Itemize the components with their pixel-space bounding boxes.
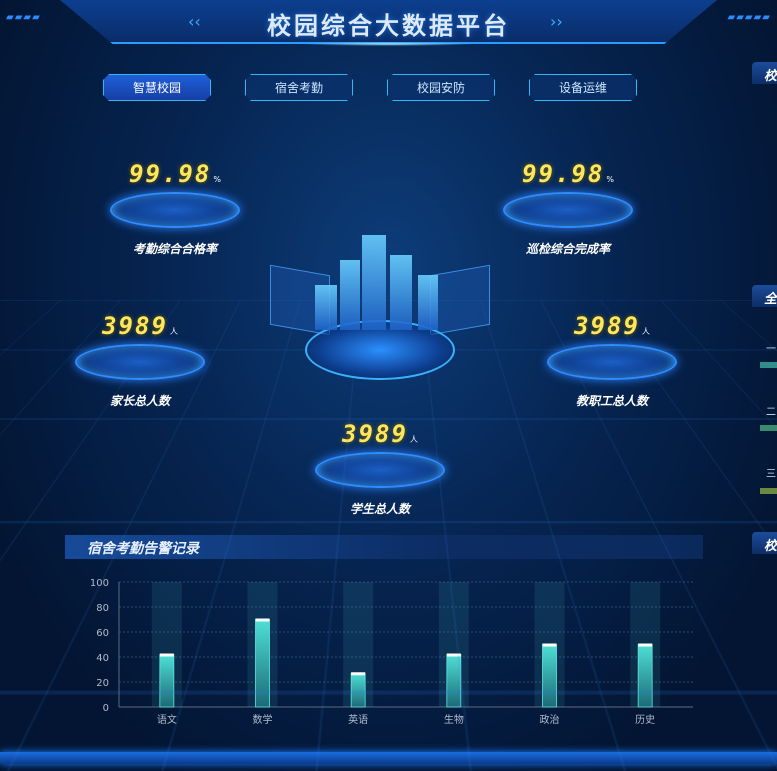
stat-parents: 3989 人 家长总人数	[60, 312, 220, 409]
chart-title: 宿舍考勤告警记录	[65, 535, 703, 559]
y-tick-label: 0	[103, 703, 109, 714]
tab-device-ops[interactable]: 设备运维	[529, 74, 637, 101]
platform-icon	[110, 192, 240, 228]
stat-attendance-rate: 99.98% 考勤综合合格率	[95, 160, 255, 257]
y-tick-label: 40	[96, 653, 109, 664]
bar-cap	[542, 643, 557, 647]
x-tick-label: 历史	[635, 714, 655, 726]
stripe-decoration-icon: ▰▰▰▰	[6, 12, 41, 23]
header: ▰▰▰▰ ▰▰▰▰▰ ‹‹ 校园综合大数据平台 ››	[0, 0, 777, 56]
bar-cap	[351, 672, 366, 676]
platform-icon	[315, 452, 445, 488]
page-title: 校园综合大数据平台	[267, 12, 510, 40]
x-tick-label: 生物	[444, 713, 464, 726]
nav-tabs: 智慧校园 宿舍考勤 校园安防 设备运维	[103, 74, 637, 101]
alarm-bar-chart: 0 20 40 60 80 100 语文 数学 英语 生物 政治 历史	[90, 578, 693, 726]
x-tick-label: 英语	[348, 713, 368, 726]
bar-cap	[159, 653, 174, 657]
tab-smart-campus[interactable]: 智慧校园	[103, 74, 211, 101]
stat-inspection-rate: 99.98% 巡检综合完成率	[488, 160, 648, 257]
y-tick-label: 60	[96, 628, 109, 639]
platform-icon	[75, 344, 205, 380]
right-list-label: 二	[766, 407, 776, 418]
y-tick-label: 20	[96, 678, 109, 689]
bar-cap	[446, 653, 461, 657]
right-panel-title: 全	[752, 285, 777, 307]
y-tick-label: 100	[90, 578, 109, 589]
bar	[255, 619, 270, 708]
bar	[542, 644, 557, 708]
right-panel-title: 校	[752, 532, 777, 554]
right-list-bar	[760, 362, 777, 368]
right-list-label: 三	[766, 469, 776, 480]
bar	[446, 654, 462, 708]
y-tick-label: 80	[96, 603, 109, 614]
tab-campus-security[interactable]: 校园安防	[387, 74, 495, 101]
bar-cap	[255, 618, 270, 622]
right-panel-title: 校	[752, 62, 777, 84]
x-tick-label: 政治	[540, 713, 560, 726]
chevron-right-icon: ››	[550, 12, 563, 31]
stat-students: 3989 人 学生总人数	[300, 420, 460, 517]
campus-3d-illustration	[270, 200, 490, 400]
platform-icon	[503, 192, 633, 228]
right-list-bar	[760, 425, 777, 431]
platform-icon	[547, 344, 677, 380]
right-list-label: 一	[766, 344, 776, 355]
chevron-left-icon: ‹‹	[188, 12, 201, 31]
footer-bar	[0, 752, 777, 764]
bar	[159, 654, 175, 708]
bar	[350, 672, 366, 708]
x-tick-label: 数学	[253, 713, 273, 726]
stat-staff: 3989 人 教职工总人数	[532, 312, 692, 409]
bar	[637, 644, 653, 708]
right-list-bar	[760, 488, 777, 494]
tab-dorm-attendance[interactable]: 宿舍考勤	[245, 74, 353, 101]
bar-cap	[638, 643, 653, 647]
x-tick-label: 语文	[157, 713, 177, 726]
stripe-decoration-icon: ▰▰▰▰▰	[727, 12, 771, 23]
